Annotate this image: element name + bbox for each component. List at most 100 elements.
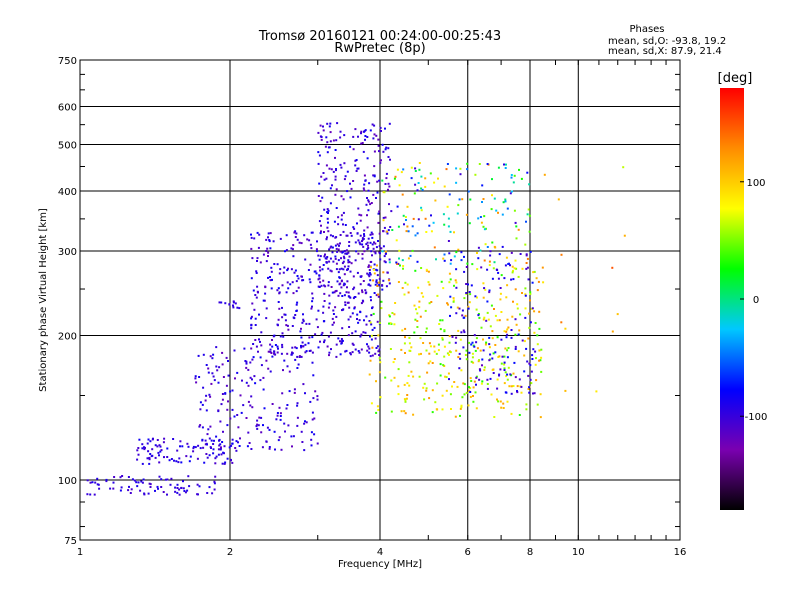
data-point [460, 406, 463, 409]
data-point [129, 492, 132, 494]
data-point [291, 248, 294, 251]
data-point [367, 209, 370, 212]
data-point [324, 285, 327, 288]
data-point [505, 336, 508, 339]
data-point [339, 250, 342, 253]
data-point [371, 123, 374, 126]
data-point [514, 376, 517, 379]
data-point [192, 450, 195, 453]
data-point [519, 253, 522, 255]
data-point [498, 253, 501, 256]
data-point [346, 234, 349, 237]
data-point [341, 327, 344, 330]
data-point [496, 319, 499, 322]
data-point [486, 311, 489, 314]
data-point [330, 348, 332, 351]
data-point [406, 394, 409, 396]
data-point [303, 449, 306, 452]
data-point [231, 442, 234, 445]
data-point [452, 299, 455, 302]
data-point [386, 271, 389, 274]
data-point [112, 487, 115, 490]
data-point [269, 247, 272, 250]
x-tick-label: 1 [77, 547, 83, 558]
data-point [488, 291, 491, 294]
data-point [420, 292, 423, 295]
data-point [147, 492, 150, 495]
data-point [514, 348, 517, 350]
data-point [430, 301, 433, 303]
data-point [373, 326, 376, 329]
data-point [474, 349, 477, 352]
data-point [325, 261, 328, 264]
data-point [513, 209, 516, 212]
data-point [503, 355, 506, 358]
data-point [261, 446, 264, 449]
data-point [157, 487, 159, 490]
data-point [413, 192, 416, 195]
data-point [367, 283, 370, 286]
data-point [455, 336, 458, 339]
data-point [515, 237, 518, 240]
data-point [464, 314, 467, 317]
data-point [309, 263, 312, 266]
data-point [469, 377, 472, 380]
data-point [368, 269, 371, 271]
data-point [535, 379, 538, 382]
data-point [362, 187, 365, 190]
data-point [260, 344, 263, 347]
data-point [308, 350, 311, 352]
data-point [239, 437, 241, 440]
data-point [344, 175, 347, 178]
data-point [475, 308, 478, 311]
data-point [560, 321, 563, 324]
data-point [426, 371, 429, 374]
data-point [341, 339, 344, 342]
data-point [345, 349, 348, 352]
data-point [472, 400, 475, 403]
data-point [308, 336, 311, 339]
data-point [360, 214, 363, 217]
data-point [255, 425, 258, 428]
data-point [314, 333, 317, 336]
data-point [496, 336, 499, 339]
data-point [312, 397, 315, 400]
data-point [252, 356, 255, 359]
data-point [202, 386, 205, 389]
data-point [448, 335, 451, 338]
data-point [270, 266, 273, 269]
data-point [251, 378, 253, 381]
data-point [369, 203, 372, 206]
data-point [466, 168, 469, 171]
data-point [283, 266, 286, 269]
data-point [201, 403, 204, 406]
data-point [516, 303, 519, 306]
data-point [489, 353, 492, 356]
data-point [127, 476, 130, 478]
data-point [377, 334, 380, 337]
data-point [276, 414, 279, 417]
data-point [462, 382, 465, 385]
data-point [516, 307, 519, 310]
data-point [404, 336, 406, 339]
data-point [461, 309, 464, 312]
data-point [488, 289, 491, 292]
data-point [431, 389, 434, 392]
data-point [222, 430, 224, 433]
data-point [361, 291, 364, 294]
data-point [527, 278, 530, 281]
data-point [472, 361, 475, 364]
data-point [482, 225, 485, 228]
data-point [281, 284, 284, 287]
data-point [503, 367, 506, 370]
data-point [286, 324, 289, 327]
data-point [422, 386, 425, 389]
data-point [273, 263, 276, 265]
data-point [317, 254, 320, 257]
data-point [290, 247, 293, 250]
y-tick-label: 200 [58, 332, 77, 343]
data-point [493, 308, 495, 310]
data-point [477, 313, 480, 315]
data-point [514, 333, 517, 336]
data-point [506, 378, 509, 381]
